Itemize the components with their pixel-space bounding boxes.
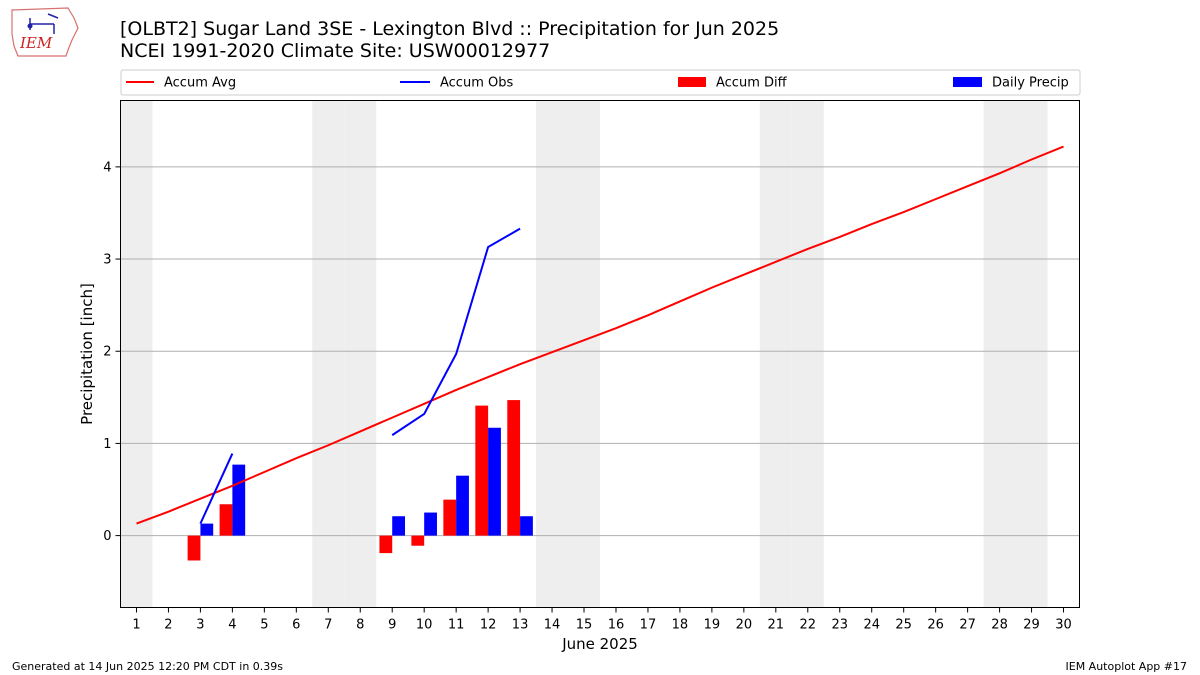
x-axis: 1 2 3 4 5 6 7 8 9 10 11 12 13 14 15 16 17 18 19 20 21 22 23 24 2…	[132, 607, 1072, 633]
daily-precip-bar	[456, 475, 469, 536]
x-tick-label: 28	[991, 618, 1008, 633]
y-tick-label: 2	[103, 345, 111, 360]
daily-precip-bar	[200, 523, 214, 536]
x-tick-label: 21	[768, 618, 785, 633]
daily-precip-bar	[232, 464, 246, 536]
x-tick-label: 30	[1055, 618, 1072, 633]
weekend-band	[1015, 100, 1048, 608]
daily-precip-bar	[488, 427, 501, 536]
x-tick-label: 3	[196, 618, 204, 633]
y-tick-label: 0	[103, 529, 111, 544]
weekend-shading	[120, 100, 1048, 608]
x-tick-label: 24	[863, 618, 880, 633]
x-tick-label: 10	[416, 618, 433, 633]
x-tick-label: 4	[228, 618, 236, 633]
x-tick-label: 13	[512, 618, 529, 633]
weekend-band	[568, 100, 600, 608]
accum-diff-bar	[443, 499, 457, 536]
daily-precip-bar	[520, 516, 533, 536]
x-tick-label: 1	[132, 618, 140, 633]
x-tick-label: 23	[831, 618, 848, 633]
weekend-band	[312, 100, 345, 608]
y-axis: 0 1 2 3 4	[103, 160, 121, 544]
lines	[136, 145, 1064, 525]
legend-label-accum-diff: Accum Diff	[716, 76, 788, 91]
weekend-band	[791, 100, 824, 608]
x-tick-label: 11	[448, 618, 465, 633]
x-tick-label: 2	[164, 618, 172, 633]
x-axis-label: June 2025	[561, 635, 638, 653]
accum-obs-line	[199, 453, 234, 525]
x-tick-label: 18	[672, 618, 689, 633]
x-tick-label: 8	[356, 618, 364, 633]
x-tick-label: 29	[1023, 618, 1040, 633]
x-tick-label: 26	[927, 618, 944, 633]
accum-diff-bar	[411, 535, 425, 546]
weekend-band	[983, 100, 1016, 608]
weekend-band	[344, 100, 377, 608]
accum-diff-bar	[219, 504, 233, 536]
x-tick-label: 27	[959, 618, 976, 633]
y-axis-label: Precipitation [inch]	[78, 283, 96, 425]
x-tick-label: 17	[640, 618, 657, 633]
y-tick-label: 1	[103, 437, 111, 452]
x-tick-label: 16	[608, 618, 625, 633]
chart-subtitle: NCEI 1991-2020 Climate Site: USW00012977	[120, 40, 551, 62]
x-tick-label: 7	[324, 618, 332, 633]
gridlines	[120, 166, 1080, 537]
x-tick-label: 5	[260, 618, 268, 633]
legend: Accum Avg Accum Obs Accum Diff Daily Pre…	[120, 69, 1081, 96]
x-tick-label: 22	[800, 618, 817, 633]
footer-generated: Generated at 14 Jun 2025 12:20 PM CDT in…	[12, 660, 284, 673]
iem-logo: IEM	[8, 6, 80, 58]
x-tick-label: 12	[480, 618, 497, 633]
x-tick-label: 20	[736, 618, 753, 633]
accum-obs-line	[391, 227, 521, 436]
accum-diff-bar	[507, 400, 521, 536]
x-tick-label: 14	[544, 618, 561, 633]
accum-diff-bar	[187, 535, 201, 561]
x-tick-label: 15	[576, 618, 593, 633]
accum-diff-bar	[475, 405, 489, 536]
daily-precip-bar	[392, 516, 406, 536]
x-tick-label: 25	[895, 618, 912, 633]
plot-frame	[120, 100, 1080, 608]
logo-text: IEM	[19, 34, 53, 52]
accum-diff-bar	[379, 535, 393, 554]
legend-label-accum-avg: Accum Avg	[164, 76, 236, 91]
legend-swatch-accum-diff	[678, 77, 706, 87]
bars	[187, 400, 533, 561]
chart-title: [OLBT2] Sugar Land 3SE - Lexington Blvd …	[120, 18, 780, 40]
weekend-band	[759, 100, 792, 608]
footer-app: IEM Autoplot App #17	[1065, 660, 1188, 673]
legend-swatch-daily-precip	[953, 77, 982, 87]
x-tick-label: 6	[292, 618, 300, 633]
x-tick-label: 9	[388, 618, 396, 633]
legend-label-accum-obs: Accum Obs	[440, 76, 513, 91]
legend-label-daily-precip: Daily Precip	[992, 76, 1069, 91]
daily-precip-bar	[424, 512, 437, 536]
x-tick-label: 19	[704, 618, 721, 633]
weekend-band	[536, 100, 569, 608]
accum-avg-line	[136, 145, 1064, 525]
y-tick-label: 4	[103, 160, 111, 175]
weekend-band	[120, 100, 153, 608]
y-tick-label: 3	[103, 253, 111, 268]
